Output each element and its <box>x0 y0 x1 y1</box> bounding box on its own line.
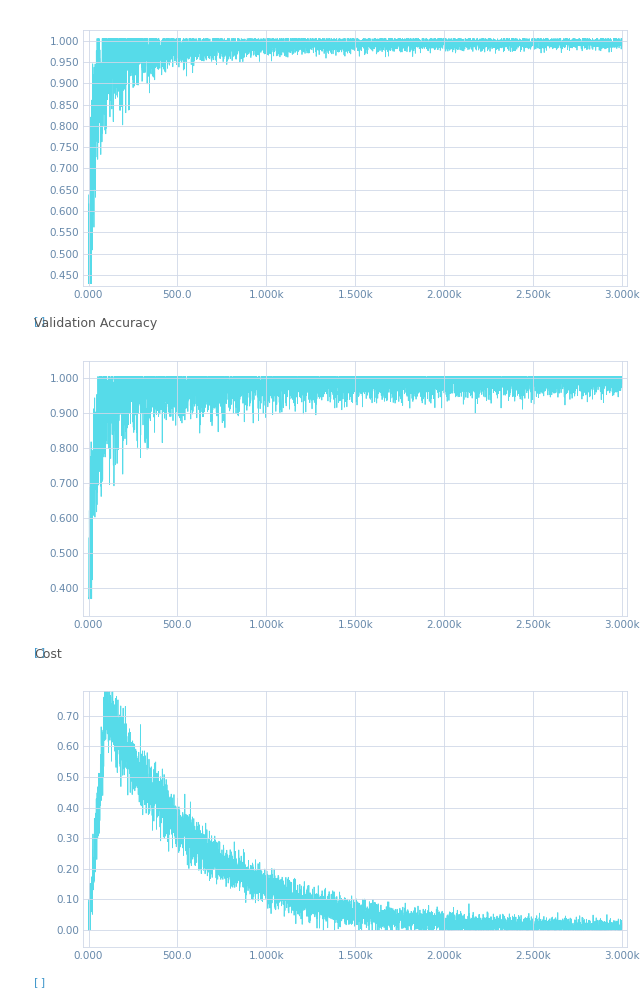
Text: [ ]: [ ] <box>35 317 45 327</box>
Text: [ ]: [ ] <box>35 978 45 988</box>
Text: Validation Accuracy: Validation Accuracy <box>35 317 157 330</box>
Text: Cost: Cost <box>35 647 62 660</box>
Text: [ ]: [ ] <box>35 647 45 657</box>
